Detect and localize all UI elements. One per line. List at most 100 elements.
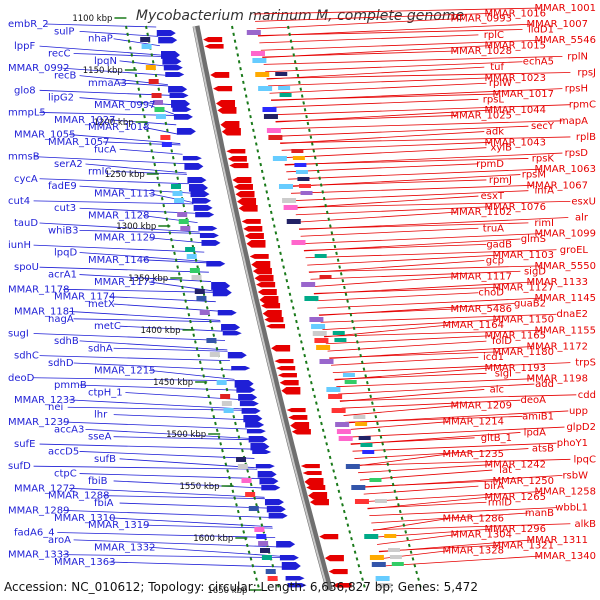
category-block	[262, 107, 277, 112]
forward-gene-label: MMAR_1310	[54, 513, 116, 524]
forward-gene-label: MMAR_1057	[48, 137, 110, 148]
category-block	[254, 527, 265, 532]
reverse-label-line	[373, 517, 449, 531]
forward-gene-glyph	[193, 205, 213, 211]
reverse-label-line	[377, 534, 457, 545]
reverse-gene-label: MMAR_1250	[493, 476, 555, 487]
forward-label-line	[113, 347, 228, 352]
category-block	[272, 156, 287, 161]
reverse-gene-glyph	[291, 429, 311, 435]
category-block	[223, 408, 234, 413]
reverse-gene-glyph	[238, 205, 258, 212]
reverse-label-line	[310, 270, 521, 280]
category-block	[241, 478, 252, 483]
reverse-gene-glyph	[277, 373, 297, 378]
forward-label-line	[39, 443, 253, 450]
category-block	[265, 569, 276, 574]
reverse-gene-label: MMAR_1099	[535, 229, 597, 240]
category-block	[178, 219, 189, 224]
reverse-gene-glyph	[328, 569, 348, 575]
forward-gene-glyph	[190, 191, 210, 198]
category-block	[338, 436, 353, 441]
forward-gene-glyph	[255, 464, 275, 469]
reverse-gene-glyph	[204, 44, 224, 49]
category-block	[155, 114, 166, 119]
reverse-gene-glyph	[252, 268, 272, 275]
reverse-gene-glyph	[288, 415, 308, 420]
reverse-gene-label: wbbL1	[555, 503, 588, 514]
category-block	[314, 254, 327, 258]
forward-gene-label: MMAR_1128	[88, 211, 150, 222]
reverse-gene-glyph	[266, 324, 286, 329]
forward-gene-label: MMAR_1333	[8, 550, 70, 561]
category-block	[374, 499, 387, 503]
forward-gene-label: embR_2	[8, 19, 49, 30]
reverse-gene-glyph	[308, 492, 328, 500]
forward-label-line	[109, 561, 284, 568]
reverse-gene-label: MMAR_0993	[451, 14, 513, 25]
forward-gene-glyph	[172, 107, 192, 112]
reverse-gene-label: rpsL	[483, 94, 505, 105]
reverse-gene-glyph	[262, 310, 282, 318]
reverse-gene-glyph	[271, 345, 291, 352]
genome-summary: Accession: NC_010612; Topology: circular…	[4, 580, 478, 594]
forward-gene-glyph	[248, 436, 268, 443]
forward-gene-label: fadA6_4	[14, 528, 55, 539]
category-block	[295, 170, 308, 174]
forward-gene-glyph	[199, 233, 219, 239]
forward-gene-label: pmmB	[54, 380, 87, 391]
forward-label-line	[143, 259, 207, 264]
reverse-label-line	[320, 313, 557, 323]
reverse-gene-glyph	[279, 380, 299, 386]
reverse-label-line	[266, 72, 571, 79]
reverse-gene-label: MMAR_1328	[443, 546, 505, 557]
reverse-label-line	[287, 168, 541, 180]
category-block	[391, 562, 404, 566]
reverse-label-line	[371, 512, 529, 524]
scale-ruler: 1100 kbp 1150 kbp 1200 kbp 1250 kbp 1300 kbp…	[72, 14, 262, 596]
reverse-label-line	[361, 480, 499, 488]
forward-label-line	[79, 340, 228, 351]
accession-label: Accession:	[4, 580, 68, 594]
forward-gene-label: fadE9	[48, 181, 77, 192]
reverse-gene-label: rpsM	[522, 170, 546, 181]
reverse-label-line	[336, 378, 533, 388]
reverse-gene-label: icd1	[483, 352, 504, 363]
forward-label-line	[85, 428, 250, 439]
forward-label-line	[119, 60, 165, 67]
forward-label-line	[149, 369, 235, 380]
forward-gene-label: MMAR_1272	[14, 483, 76, 494]
reverse-gene-label: lpdA	[524, 427, 546, 438]
reverse-gene-glyph	[251, 261, 271, 269]
reverse-gene-glyph	[332, 583, 352, 588]
forward-gene-label: lhr	[94, 410, 108, 421]
category-block	[261, 555, 272, 560]
reverse-gene-label: rpsH	[565, 84, 588, 95]
forward-gene-label: sdhA	[88, 343, 113, 354]
reverse-gene-label: MMAR_1001	[535, 3, 597, 14]
forward-gene-label: MMAR_1146	[88, 255, 150, 266]
category-block	[384, 534, 397, 538]
category-block	[298, 184, 311, 188]
reverse-label-line	[354, 448, 529, 459]
category-block	[258, 86, 273, 91]
scale-label: 1400 kbp	[140, 326, 180, 336]
category-block	[369, 478, 382, 482]
reverse-gene-label: MMAR_1304	[451, 530, 513, 541]
category-block	[148, 79, 159, 84]
forward-gene-glyph	[168, 86, 188, 93]
category-block	[375, 576, 390, 581]
reverse-gene-label: MMAR_1193	[485, 363, 547, 374]
reverse-gene-label: rpmJ	[489, 175, 512, 186]
forward-gene-label: spoU	[14, 262, 39, 273]
reverse-label-line	[308, 260, 485, 273]
forward-gene-label: cut3	[54, 203, 76, 214]
forward-label-line	[113, 414, 245, 421]
category-block	[256, 534, 267, 539]
reverse-gene-label: mapA	[559, 116, 588, 127]
reverse-label-line	[275, 115, 457, 122]
category-block	[344, 380, 357, 384]
forward-gene-label: MMAR_1363	[54, 557, 116, 568]
reverse-gene-label: rimI	[534, 218, 554, 229]
